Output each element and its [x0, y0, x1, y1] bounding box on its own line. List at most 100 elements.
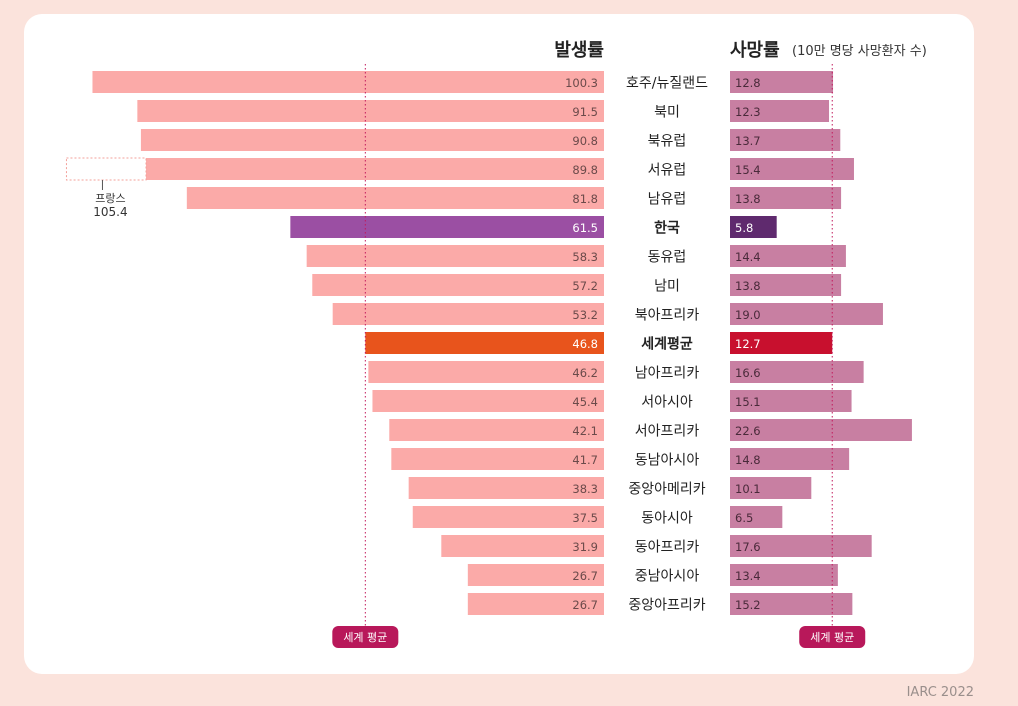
incidence-value: 53.2: [572, 308, 598, 322]
mortality-bar: [730, 216, 777, 238]
incidence-bar: [137, 100, 604, 122]
category-label: 남유럽: [648, 192, 687, 208]
annotation-value: 105.4: [93, 205, 127, 219]
mortality-value: 15.1: [735, 395, 761, 409]
mortality-average-badge-label: 세계 평균: [810, 631, 854, 644]
incidence-value: 45.4: [572, 395, 598, 409]
category-label: 중앙아메리카: [628, 482, 705, 498]
incidence-bar: [332, 303, 604, 325]
incidence-value: 58.3: [572, 250, 598, 264]
incidence-bar: [467, 564, 604, 586]
mortality-bar: [730, 71, 834, 93]
category-label: 호주/뉴질랜드: [626, 76, 708, 92]
mortality-average-badge: [799, 626, 866, 648]
incidence-value: 91.5: [572, 105, 598, 119]
source-label: IARC 2022: [906, 685, 974, 700]
incidence-bar: [372, 390, 604, 412]
mortality-value: 13.8: [735, 279, 761, 293]
incidence-value: 31.9: [572, 540, 598, 554]
incidence-value: 81.8: [572, 192, 598, 206]
category-label: 세계평균: [641, 336, 693, 353]
mortality-bar: [730, 506, 783, 528]
category-label: 북미: [654, 105, 680, 121]
incidence-bar: [312, 274, 604, 296]
category-label: 동아프리카: [635, 540, 700, 556]
category-label: 남아프리카: [635, 366, 700, 382]
mortality-value: 5.8: [735, 221, 753, 235]
right-subtitle: (10만 명당 사망환자 수): [792, 44, 927, 59]
mortality-value: 13.7: [735, 134, 761, 148]
mortality-bar: [730, 158, 854, 180]
incidence-bar: [146, 158, 604, 180]
mortality-bar: [730, 332, 833, 354]
mortality-value: 16.6: [735, 366, 761, 380]
mortality-bar: [730, 477, 812, 499]
mortality-bar: [730, 390, 852, 412]
incidence-value: 38.3: [572, 482, 598, 496]
incidence-value: 61.5: [572, 221, 598, 235]
incidence-value: 46.8: [572, 337, 598, 351]
incidence-bar: [306, 245, 604, 267]
incidence-bar: [412, 506, 604, 528]
mortality-bar: [730, 100, 830, 122]
incidence-average-badge-label: 세계 평균: [343, 631, 387, 644]
incidence-average-badge: [332, 626, 399, 648]
incidence-bar: [186, 187, 604, 209]
mortality-value: 12.8: [735, 76, 761, 90]
mortality-value: 13.4: [735, 569, 761, 583]
mortality-value: 12.7: [735, 337, 761, 351]
mortality-value: 14.8: [735, 453, 761, 467]
mortality-bar: [730, 419, 912, 441]
incidence-value: 37.5: [572, 511, 598, 525]
mortality-bar: [730, 361, 864, 383]
incidence-value: 100.3: [565, 76, 598, 90]
mortality-value: 15.2: [735, 598, 761, 612]
mortality-value: 17.6: [735, 540, 761, 554]
incidence-bar: [391, 448, 604, 470]
mortality-value: 22.6: [735, 424, 761, 438]
incidence-bar: [441, 535, 604, 557]
mortality-value: 10.1: [735, 482, 761, 496]
right-title: 사망률: [730, 40, 780, 61]
incidence-bar: [408, 477, 604, 499]
annotation-label: 프랑스: [95, 192, 125, 205]
butterfly-chart: 발생률 사망률 (10만 명당 사망환자 수) 100.3 호주/뉴질랜드 12.8 91.…: [65, 40, 927, 648]
mortality-bar: [730, 245, 846, 267]
mortality-bar: [730, 535, 872, 557]
incidence-value: 57.2: [572, 279, 598, 293]
mortality-value: 13.8: [735, 192, 761, 206]
category-label: 동유럽: [648, 250, 687, 266]
incidence-bar: [389, 419, 604, 441]
mortality-bar: [730, 274, 842, 296]
incidence-value: 26.7: [572, 598, 598, 612]
mortality-value: 12.3: [735, 105, 761, 119]
incidence-bar: [290, 216, 604, 238]
mortality-value: 19.0: [735, 308, 761, 322]
incidence-bar: [467, 593, 604, 615]
mortality-bar: [730, 593, 853, 615]
mortality-bar: [730, 448, 850, 470]
category-label: 서유럽: [648, 163, 687, 179]
incidence-bar: [365, 332, 604, 354]
incidence-value: 90.8: [572, 134, 598, 148]
category-label: 한국: [654, 221, 680, 237]
category-label: 서아프리카: [635, 424, 700, 440]
category-label: 서아시아: [641, 395, 693, 411]
mortality-bar: [730, 303, 883, 325]
incidence-bar: [368, 361, 604, 383]
mortality-value: 14.4: [735, 250, 761, 264]
category-label: 동남아시아: [635, 453, 700, 469]
category-label: 동아시아: [641, 511, 693, 527]
category-label: 북유럽: [648, 134, 687, 150]
mortality-bar: [730, 187, 842, 209]
category-label: 중남아시아: [635, 569, 700, 585]
incidence-value: 26.7: [572, 569, 598, 583]
incidence-bar: [92, 71, 604, 93]
annotation-dashed-box: [65, 157, 147, 181]
left-title: 발생률: [554, 40, 604, 61]
incidence-value: 46.2: [572, 366, 598, 380]
incidence-value: 89.8: [572, 163, 598, 177]
mortality-bar: [730, 129, 841, 151]
category-label: 중앙아프리카: [628, 598, 705, 614]
mortality-value: 6.5: [735, 511, 753, 525]
